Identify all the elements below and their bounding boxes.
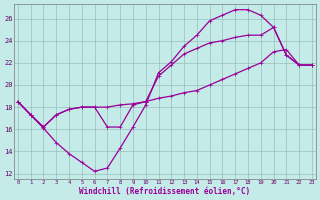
X-axis label: Windchill (Refroidissement éolien,°C): Windchill (Refroidissement éolien,°C)	[79, 187, 251, 196]
